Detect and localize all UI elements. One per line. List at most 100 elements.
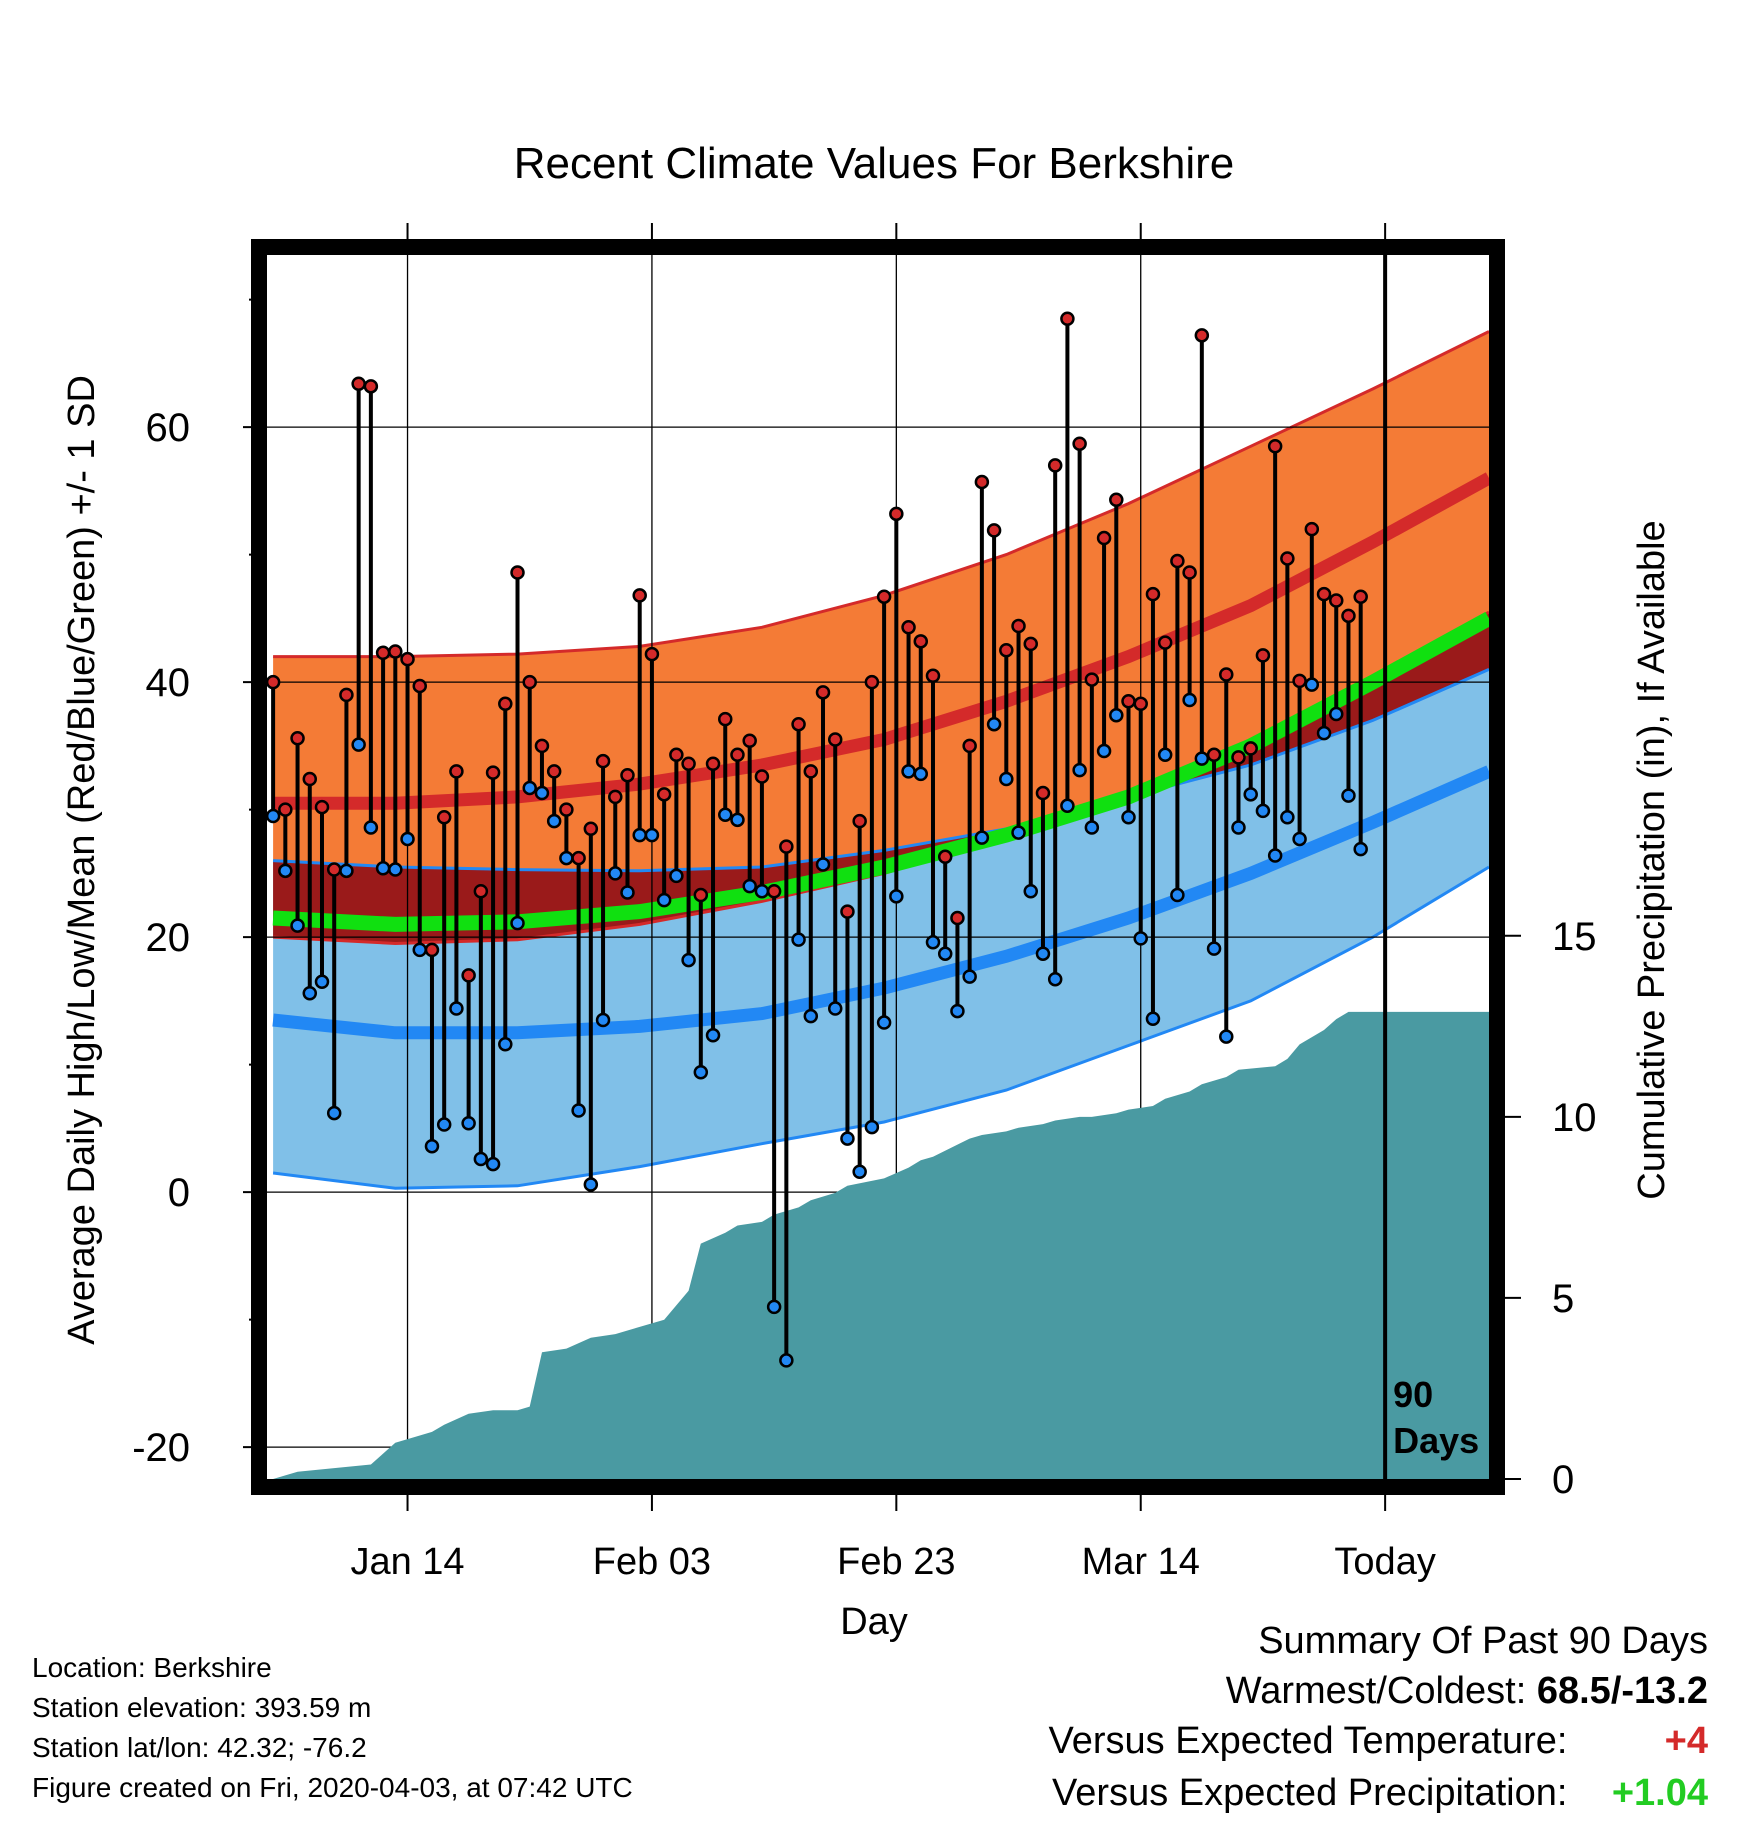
daily-low-dot xyxy=(1084,820,1100,835)
daily-low-dot xyxy=(510,915,525,931)
daily-low-dot xyxy=(1109,708,1124,723)
daily-high-dot xyxy=(1023,636,1038,652)
daily-high-dot xyxy=(510,565,525,580)
daily-low-dot xyxy=(339,863,354,879)
daily-high-dot xyxy=(656,787,672,802)
daily-low-dot xyxy=(803,1008,819,1024)
y2-tick-label: 5 xyxy=(1552,1277,1574,1321)
daily-high-dot xyxy=(1047,458,1063,473)
daily-high-dot xyxy=(669,747,684,763)
warm-cold-label: Warmest/Coldest: xyxy=(1225,1670,1527,1712)
summary-precip: Versus Expected Precipitation: +1.04 xyxy=(1052,1772,1708,1815)
daily-high-dot xyxy=(278,802,293,817)
daily-low-dot xyxy=(1280,810,1295,825)
daily-low-dot xyxy=(522,780,537,796)
daily-high-dot xyxy=(1206,747,1222,763)
daily-high-dot xyxy=(595,753,611,769)
daily-high-dot xyxy=(962,738,977,754)
y2-axis-label: Cumulative Precipitation (in), If Availa… xyxy=(1631,520,1673,1199)
chart-title: Recent Climate Values For Berkshire xyxy=(514,139,1235,188)
daily-low-dot xyxy=(742,878,757,894)
daily-high-dot xyxy=(1194,328,1210,343)
daily-high-dot xyxy=(950,910,965,926)
daily-high-dot xyxy=(1341,608,1356,624)
daily-low-dot xyxy=(925,934,941,950)
daily-low-dot xyxy=(412,942,427,958)
daily-low-dot xyxy=(302,985,318,1001)
daily-low-dot xyxy=(632,827,647,843)
daily-low-dot xyxy=(1096,743,1112,759)
summary-heading: Summary Of Past 90 Days xyxy=(1258,1620,1708,1662)
daily-low-dot xyxy=(1341,788,1356,803)
daily-low-dot xyxy=(950,1003,965,1019)
daily-low-dot xyxy=(351,737,366,752)
daily-low-dot xyxy=(705,1028,721,1043)
daily-high-dot xyxy=(1145,586,1161,602)
daily-high-dot xyxy=(1280,551,1295,566)
axes: 60 40 20 0 -20 15 10 5 0 Jan 14 Feb 03 Feb 23 Mar 14… xyxy=(132,223,1597,1583)
daily-high-dot xyxy=(436,810,452,825)
x-tick-label: Feb 03 xyxy=(593,1541,711,1583)
daily-low-dot xyxy=(901,764,916,779)
daily-low-dot xyxy=(1023,883,1038,899)
x-tick-label: Feb 23 xyxy=(837,1541,955,1583)
daily-high-dot xyxy=(314,799,330,815)
daily-high-dot xyxy=(388,644,403,659)
daily-high-dot xyxy=(400,651,415,667)
daily-dots xyxy=(265,311,1368,1368)
precip-area-fill xyxy=(273,1011,1490,1479)
daily-high-dot xyxy=(522,674,537,690)
daily-high-dot xyxy=(1133,696,1148,712)
daily-high-dot xyxy=(815,685,831,700)
daily-high-dot xyxy=(449,764,464,779)
warm-cold-value: 68.5/-13.2 xyxy=(1536,1670,1708,1712)
daily-high-dot xyxy=(498,696,513,712)
daily-high-dot xyxy=(1292,673,1307,689)
x-tick-label: Mar 14 xyxy=(1082,1541,1200,1583)
daily-high-dot xyxy=(1255,648,1271,663)
daily-high-dot xyxy=(1329,593,1344,608)
daily-high-dot xyxy=(999,643,1014,658)
daily-low-dot xyxy=(388,862,403,877)
y-tick-label: 20 xyxy=(146,916,191,960)
daily-low-dot xyxy=(730,812,745,828)
daily-high-dot xyxy=(1072,436,1087,451)
precip-value: +1.04 xyxy=(1611,1772,1708,1814)
daily-low-dot xyxy=(656,892,672,908)
daily-low-dot xyxy=(583,1177,599,1192)
daily-high-dot xyxy=(803,764,819,779)
daily-high-dot xyxy=(583,821,599,836)
daily-low-dot xyxy=(290,918,305,933)
daily-high-dot xyxy=(632,588,647,603)
daily-low-dot xyxy=(1219,1029,1234,1044)
x-tick-label: Today xyxy=(1334,1541,1435,1583)
daily-high-dot xyxy=(620,767,635,783)
daily-high-dot xyxy=(1231,750,1246,765)
daily-high-dot xyxy=(412,678,427,694)
daily-low-dot xyxy=(498,1036,513,1052)
daily-low-dot xyxy=(669,868,684,884)
temp-label: Versus Expected Temperature: xyxy=(1048,1720,1568,1762)
daily-high-dot xyxy=(974,474,990,490)
x-axis-label: Day xyxy=(840,1601,908,1643)
daily-high-dot xyxy=(1096,530,1112,546)
temp-value: +4 xyxy=(1664,1720,1708,1762)
y-tick-label: 60 xyxy=(146,406,191,450)
footer-location: Location: Berkshire xyxy=(32,1652,272,1683)
daily-low-dot xyxy=(693,1065,709,1080)
daily-high-dot xyxy=(718,711,733,727)
daily-high-dot xyxy=(840,904,855,919)
daily-low-dot xyxy=(363,820,379,835)
today-label-line1: 90 xyxy=(1393,1374,1433,1415)
daily-high-dot xyxy=(742,733,757,749)
daily-high-dot xyxy=(608,789,623,805)
daily-low-dot xyxy=(608,866,623,881)
y-tick-label: 0 xyxy=(168,1171,190,1215)
daily-high-dot xyxy=(534,738,550,754)
daily-low-dot xyxy=(278,863,293,879)
daily-low-dot xyxy=(1182,692,1197,708)
daily-high-dot xyxy=(681,756,696,771)
daily-low-dot xyxy=(1170,887,1185,903)
summary-warm-cold: Warmest/Coldest: 68.5/-13.2 xyxy=(1226,1670,1708,1713)
